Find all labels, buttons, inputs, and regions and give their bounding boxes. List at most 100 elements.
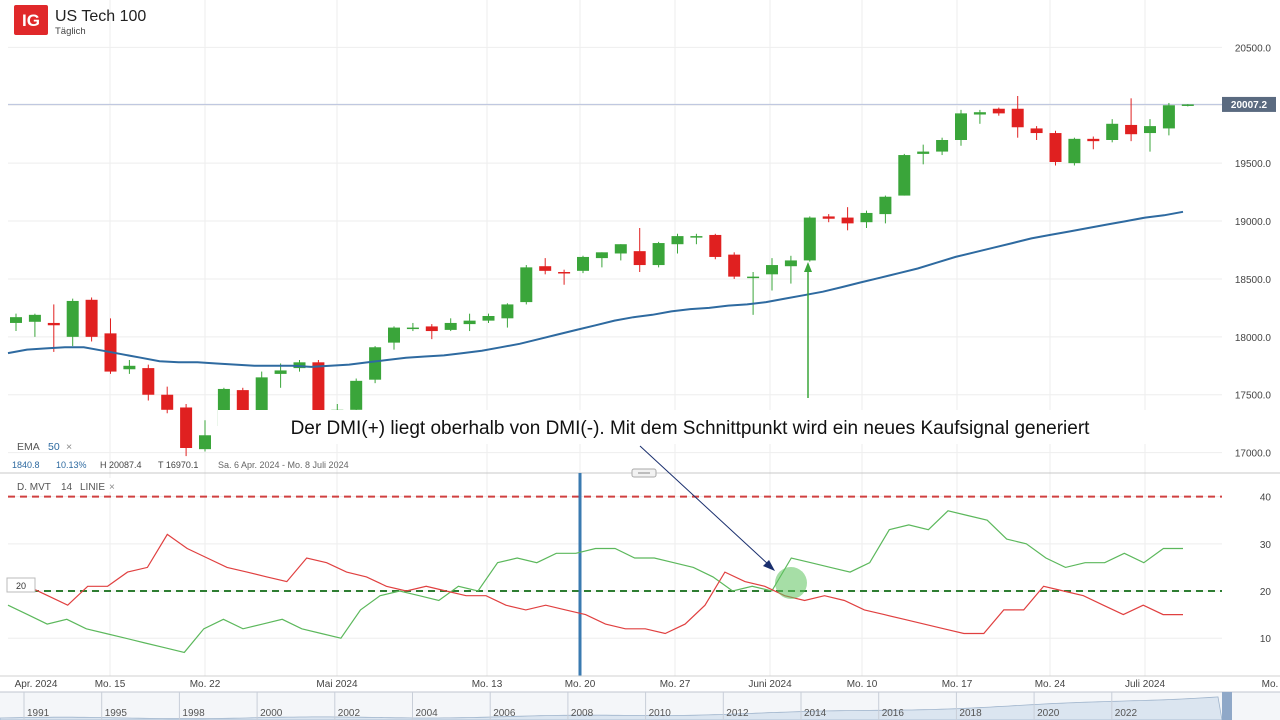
candle-up xyxy=(955,113,967,140)
candle-up xyxy=(388,327,400,343)
lower-y-tick: 40 xyxy=(1260,493,1272,504)
x-axis-label: Juni 2024 xyxy=(748,679,792,690)
ema-50-line xyxy=(7,210,1184,368)
candle-down xyxy=(1125,124,1138,135)
logo-text: IG xyxy=(22,11,40,30)
crossover-highlight xyxy=(775,567,807,599)
stat-low: T 16970.1 xyxy=(158,460,198,470)
navigator-year: 2010 xyxy=(649,708,672,719)
current-price-value: 20007.2 xyxy=(1231,100,1268,111)
dmi-remove-icon[interactable]: × xyxy=(109,482,115,493)
candle-up xyxy=(936,140,949,152)
candle-up xyxy=(520,267,533,303)
candle-up xyxy=(501,304,514,319)
x-axis-label: Mo. 17 xyxy=(942,679,973,690)
candle-up xyxy=(614,244,627,254)
candle-up xyxy=(595,252,608,259)
candle-up xyxy=(274,370,287,374)
candle-up xyxy=(671,236,684,245)
candle-up xyxy=(898,155,911,196)
main-y-tick: 17000.0 xyxy=(1235,449,1272,460)
lower-legend-bg xyxy=(6,478,118,492)
main-y-tick: 18000.0 xyxy=(1235,333,1272,344)
candle-down xyxy=(142,368,155,395)
dmi-style: LINIE xyxy=(80,482,105,493)
candle-up xyxy=(803,217,816,261)
candle-up xyxy=(747,276,760,279)
candle-down xyxy=(539,266,552,271)
candle-up xyxy=(784,260,797,267)
candle-down xyxy=(992,108,1005,114)
candle-down xyxy=(558,272,571,274)
candle-up xyxy=(350,380,363,410)
navigator-year: 2000 xyxy=(260,708,283,719)
navigator-year: 1995 xyxy=(105,708,128,719)
navigator-year: 2004 xyxy=(416,708,439,719)
candle-down xyxy=(1049,133,1062,162)
lower-y-tick: 20 xyxy=(1260,587,1272,598)
stat-range: Sa. 6 Apr. 2024 - Mo. 8 Juli 2024 xyxy=(218,460,349,470)
navigator-year: 1991 xyxy=(27,708,50,719)
dmi-minus-line xyxy=(7,533,1183,635)
candle-up xyxy=(690,236,703,238)
candle-down xyxy=(1030,128,1043,134)
x-axis-label: Mai 2024 xyxy=(316,679,358,690)
annotation-pointer-line xyxy=(639,445,770,566)
x-axis-labels: Apr. 2024 Mo. 15 Mo. 22 Mai 2024 Mo. 13 Mo. 2… xyxy=(15,679,1279,690)
dmi-plus-line xyxy=(7,510,1183,654)
ema-remove-icon[interactable]: × xyxy=(66,441,72,453)
candle-up xyxy=(66,300,79,337)
stat-high: H 20087.4 xyxy=(100,460,142,470)
candle-up xyxy=(406,327,419,330)
buy-signal-arrow-head xyxy=(804,262,812,272)
candle-up xyxy=(199,435,211,450)
stat-change: 10.13% xyxy=(56,460,87,470)
x-axis-label: Mo. 20 xyxy=(565,679,596,690)
candle-up xyxy=(1068,138,1081,164)
candle-up xyxy=(879,196,892,215)
candle-down xyxy=(841,217,854,224)
lower-grid xyxy=(8,496,1222,639)
candle-up xyxy=(463,320,476,325)
annotation-bg xyxy=(218,410,1162,444)
candle-down xyxy=(85,299,98,337)
main-y-tick: 20500.0 xyxy=(1235,43,1272,54)
candle-up xyxy=(28,314,41,322)
x-axis-label: Mo. 27 xyxy=(660,679,691,690)
candle-down xyxy=(425,326,438,332)
x-axis-label: Mo. 15 xyxy=(95,679,126,690)
lower-y-axis: 10 20 30 40 xyxy=(1260,493,1272,646)
candle-up xyxy=(577,256,589,271)
navigator-year: 2016 xyxy=(882,708,905,719)
x-axis-label: Juli 2024 xyxy=(1125,679,1165,690)
navigator-year: 2018 xyxy=(959,708,982,719)
navigator-year: 2002 xyxy=(338,708,361,719)
main-grid xyxy=(8,0,1222,676)
x-axis-label: Mo. 10 xyxy=(847,679,878,690)
x-axis-label: Mo. xyxy=(1262,679,1279,690)
candle-down xyxy=(633,251,646,266)
candle-up xyxy=(10,317,22,323)
navigator-selection-handle[interactable] xyxy=(1222,692,1232,720)
candle-up xyxy=(123,365,136,370)
navigator-year: 1998 xyxy=(182,708,205,719)
candle-up xyxy=(917,151,930,154)
main-y-tick: 19000.0 xyxy=(1235,217,1272,228)
candle-down xyxy=(1087,138,1100,142)
candle-down xyxy=(180,407,193,448)
candle-down xyxy=(709,234,722,257)
candles-group xyxy=(10,96,1194,457)
navigator-year: 2014 xyxy=(804,708,827,719)
candle-up xyxy=(1162,105,1175,129)
x-axis-label: Mo. 13 xyxy=(472,679,503,690)
candle-up xyxy=(766,265,778,275)
candle-up xyxy=(444,322,457,330)
x-axis-label: Mo. 24 xyxy=(1035,679,1066,690)
candle-up xyxy=(652,243,665,266)
navigator-history-area xyxy=(0,696,1223,720)
annotation-pointer-head xyxy=(763,560,775,571)
navigator-year: 2020 xyxy=(1037,708,1060,719)
dmi-label: D. MVT xyxy=(17,482,51,493)
logo-badge xyxy=(14,5,48,35)
